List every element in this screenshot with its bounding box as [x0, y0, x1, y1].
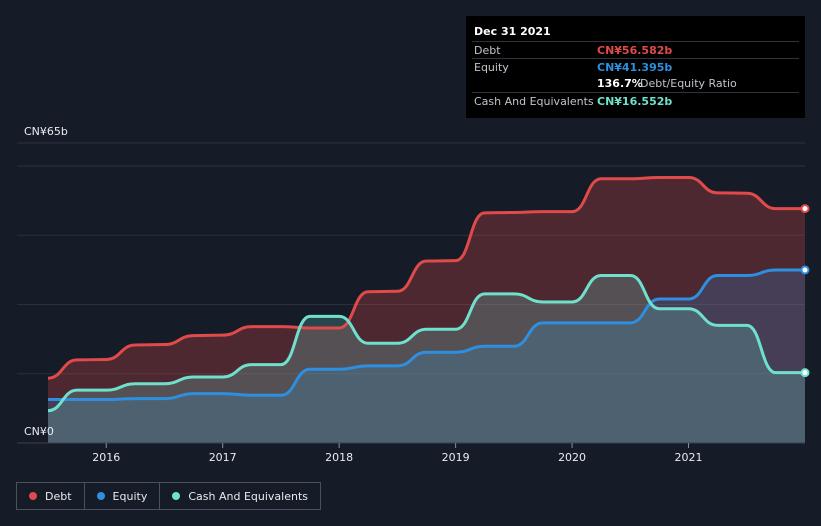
x-axis: 2016 2017 2018 2019 2020 2021	[17, 442, 805, 464]
tooltip-cash-label: Cash And Equivalents	[474, 95, 594, 108]
y-axis-top-label: CN¥65b	[24, 125, 68, 138]
tooltip-cash-value: CN¥16.552b	[597, 95, 673, 108]
x-tick-label-2020: 2020	[558, 451, 586, 464]
debt-line	[47, 176, 805, 380]
legend-item-equity[interactable]: Equity	[83, 482, 161, 510]
x-tick-label-2019: 2019	[442, 451, 470, 464]
cash-dot-icon	[172, 492, 181, 500]
tooltip-row-equity: Equity CN¥41.395b	[472, 58, 799, 76]
series-endpoints	[800, 204, 810, 378]
tooltip-equity-label: Equity	[474, 61, 509, 74]
tooltip-row-debt: Debt CN¥56.582b	[472, 41, 799, 59]
legend-equity-label: Equity	[112, 489, 148, 503]
series-lines	[47, 176, 806, 413]
legend-item-cash[interactable]: Cash And Equivalents	[159, 482, 321, 510]
legend: Debt Equity Cash And Equivalents	[16, 482, 321, 510]
tooltip-equity-value: CN¥41.395b	[597, 61, 673, 74]
legend-item-debt[interactable]: Debt	[16, 482, 85, 510]
tooltip-debt-label: Debt	[474, 44, 501, 57]
series-areas	[48, 177, 805, 443]
equity-endpoint	[800, 265, 810, 275]
tooltip-panel: Dec 31 2021 Debt CN¥56.582b Equity CN¥41…	[466, 16, 805, 118]
debt-area	[48, 177, 805, 443]
tooltip-row-cash: Cash And Equivalents CN¥16.552b	[472, 92, 799, 110]
equity-line	[47, 268, 805, 402]
debt-dot-icon	[29, 492, 37, 500]
x-tick-label-2017: 2017	[209, 451, 237, 464]
tooltip-date: Dec 31 2021	[474, 25, 551, 38]
debt-endpoint	[800, 204, 810, 214]
cash-line	[47, 274, 806, 413]
tooltip-debt-value: CN¥56.582b	[597, 44, 673, 57]
legend-cash-label: Cash And Equivalents	[188, 489, 308, 503]
x-tick-label-2021: 2021	[675, 451, 703, 464]
equity-area	[48, 269, 805, 443]
tooltip-ratio-label: Debt/Equity Ratio	[640, 77, 737, 90]
x-tick-label-2018: 2018	[325, 451, 353, 464]
x-tick-label-2016: 2016	[92, 451, 120, 464]
cash-endpoint	[800, 368, 810, 378]
equity-dot-icon	[96, 492, 105, 500]
cash-area	[48, 275, 805, 443]
tooltip-ratio-value: 136.7%	[597, 77, 643, 90]
y-axis-bottom-label: CN¥0	[24, 425, 54, 438]
legend-debt-label: Debt	[45, 489, 72, 503]
tooltip-row-ratio: 136.7% Debt/Equity Ratio	[472, 75, 799, 92]
